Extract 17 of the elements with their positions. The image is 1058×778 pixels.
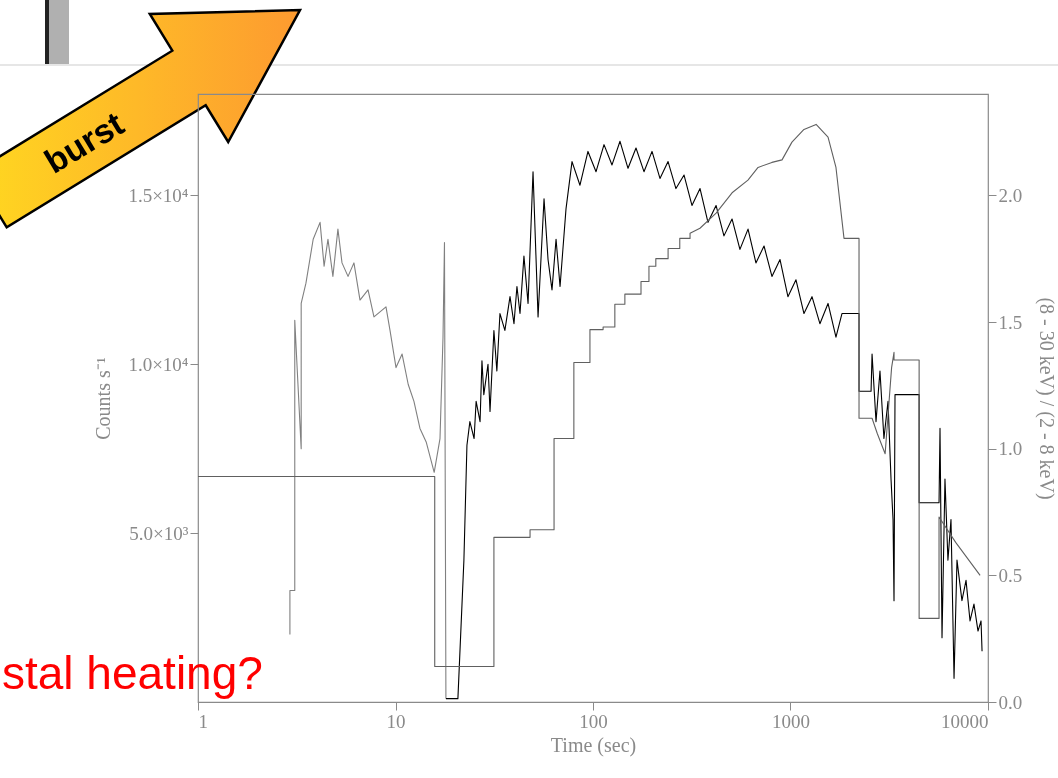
y-tick-label: 5.0×10³ — [129, 522, 189, 544]
y-tick-label: 1.0×10⁴ — [128, 353, 189, 375]
y2-tick-label: 0.0 — [998, 691, 1023, 713]
annotation: stal heating? — [2, 647, 263, 699]
y2-tick-label: 1.0 — [998, 438, 1023, 460]
x-tick-label: 1 — [198, 710, 208, 732]
y-axis-title: Counts s⁻¹ — [92, 357, 115, 440]
x-tick-label: 1000 — [772, 710, 810, 732]
x-tick-label: 100 — [579, 710, 608, 732]
y2-tick-label: 0.5 — [998, 564, 1023, 586]
y-tick-label: 1.5×10⁴ — [128, 184, 189, 206]
y2-tick-label: 2.0 — [998, 184, 1023, 206]
y2-tick-label: 1.5 — [998, 311, 1023, 333]
x-tick-label: 10 — [386, 710, 406, 732]
y2-axis-title: (8 - 30 keV) / (2 - 8 keV) — [1035, 297, 1058, 500]
x-tick-label: 10000 — [941, 710, 989, 732]
x-axis-title: Time (sec) — [550, 733, 637, 757]
